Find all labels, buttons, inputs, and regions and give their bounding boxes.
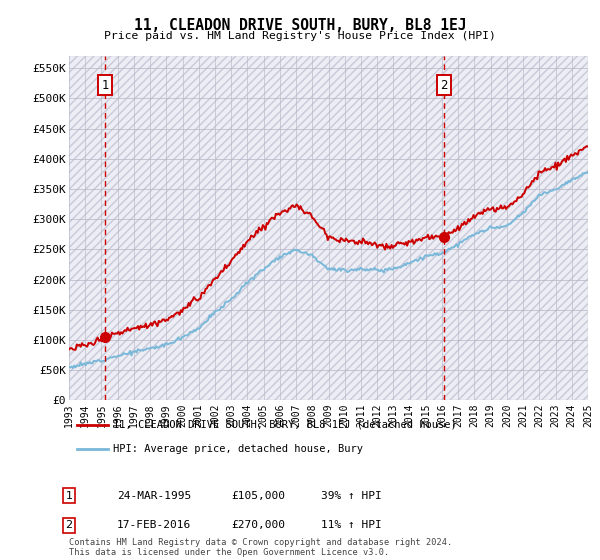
Text: 17-FEB-2016: 17-FEB-2016 bbox=[117, 520, 191, 530]
Text: Price paid vs. HM Land Registry's House Price Index (HPI): Price paid vs. HM Land Registry's House … bbox=[104, 31, 496, 41]
Text: HPI: Average price, detached house, Bury: HPI: Average price, detached house, Bury bbox=[113, 444, 363, 454]
Text: 1: 1 bbox=[65, 491, 73, 501]
Text: 1: 1 bbox=[101, 78, 109, 91]
Text: 11, CLEADON DRIVE SOUTH, BURY, BL8 1EJ (detached house): 11, CLEADON DRIVE SOUTH, BURY, BL8 1EJ (… bbox=[113, 420, 457, 430]
Text: 2: 2 bbox=[65, 520, 73, 530]
Text: 2: 2 bbox=[440, 78, 448, 91]
Text: £105,000: £105,000 bbox=[231, 491, 285, 501]
Text: 11% ↑ HPI: 11% ↑ HPI bbox=[321, 520, 382, 530]
Text: 39% ↑ HPI: 39% ↑ HPI bbox=[321, 491, 382, 501]
Text: Contains HM Land Registry data © Crown copyright and database right 2024.
This d: Contains HM Land Registry data © Crown c… bbox=[69, 538, 452, 557]
Text: £270,000: £270,000 bbox=[231, 520, 285, 530]
Text: 11, CLEADON DRIVE SOUTH, BURY, BL8 1EJ: 11, CLEADON DRIVE SOUTH, BURY, BL8 1EJ bbox=[134, 18, 466, 33]
Text: 24-MAR-1995: 24-MAR-1995 bbox=[117, 491, 191, 501]
